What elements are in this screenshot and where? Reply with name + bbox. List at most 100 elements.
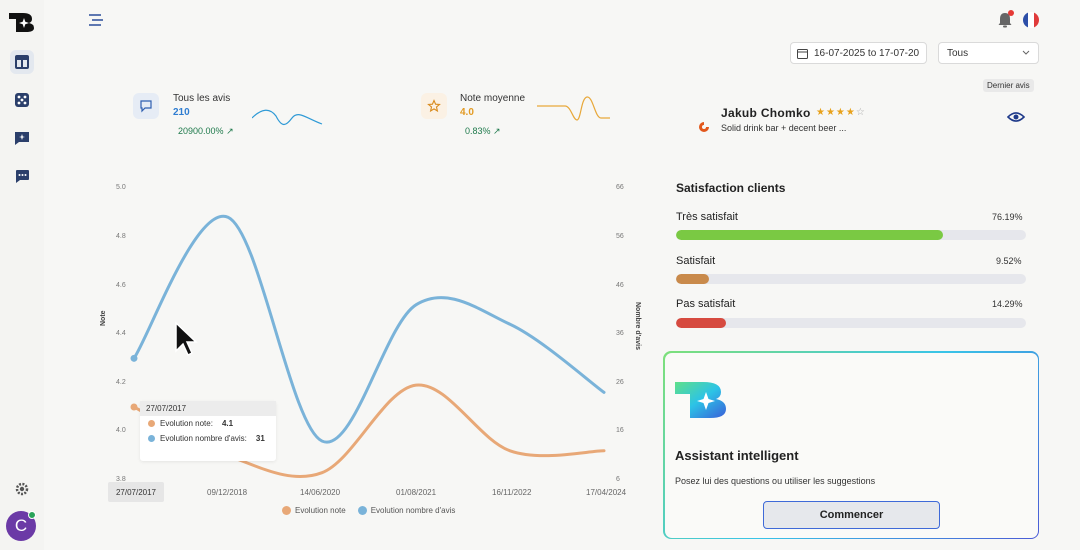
latest-review-badge: Dernier avis: [983, 79, 1034, 92]
satisfaction-pct-satisfied: 9.52%: [996, 256, 1022, 266]
message-icon: [140, 100, 152, 113]
y-tick-left: 4.4: [116, 330, 126, 337]
stars-filled: ★★★★: [816, 107, 856, 118]
platform-filter-select[interactable]: Tous: [938, 42, 1039, 64]
date-range-picker[interactable]: 16-07-2025 to 17-07-20: [790, 42, 927, 64]
bell-icon[interactable]: [996, 11, 1014, 29]
calendar-icon: [797, 48, 808, 59]
sidebar-item-messages[interactable]: [10, 164, 34, 188]
assistant-logo: [675, 382, 726, 418]
y-tick-right: 26: [616, 379, 624, 386]
menu-toggle-icon[interactable]: [88, 12, 104, 28]
tooltip-count-label: Evolution nombre d'avis:: [160, 434, 247, 443]
gear-icon: [15, 482, 29, 496]
sidebar-item-dashboard[interactable]: [10, 50, 34, 74]
satisfaction-label-satisfied: Satisfait: [676, 255, 716, 267]
language-flag-fr[interactable]: [1023, 12, 1039, 28]
x-tick-label: 16/11/2022: [492, 488, 532, 497]
sidebar-item-ai-replies[interactable]: [10, 126, 34, 150]
satisfaction-bar-very: [676, 230, 1026, 240]
tooltip-row-count: Evolution nombre d'avis: 31: [140, 431, 276, 446]
y-tick-right: 36: [616, 330, 624, 337]
y-tick-right: 66: [616, 184, 624, 191]
tooltip-date: 27/07/2017: [140, 401, 276, 416]
chevron-down-icon: [1022, 50, 1030, 55]
kpi-trend-reviews: 20900.00% ↗: [178, 126, 234, 137]
satisfaction-pct-very: 76.19%: [992, 212, 1023, 222]
data-point[interactable]: [130, 403, 138, 411]
x-tick-label: 09/12/2018: [207, 488, 248, 497]
kpi-title-rating: Note moyenne: [460, 93, 526, 104]
x-tick-label: 17/04/2024: [586, 488, 627, 497]
satisfaction-label-very: Très satisfait: [676, 211, 738, 223]
mouse-cursor-icon: [175, 321, 198, 357]
star-icon: [427, 99, 441, 113]
tooltip-count-value: 31: [255, 434, 265, 443]
y-tick-right: 46: [616, 282, 624, 289]
satisfaction-title: Satisfaction clients: [676, 181, 786, 195]
trend-up-icon: ↗: [493, 126, 501, 136]
satisfaction-label-unsatisfied: Pas satisfait: [676, 298, 736, 310]
y-tick-right: 56: [616, 233, 624, 240]
kpi-trend-rating: 0.83% ↗: [465, 126, 501, 137]
tooltip-row-note: Evolution note: 4.1: [140, 416, 276, 431]
kpi-value-reviews: 210: [173, 107, 190, 118]
satisfaction-fill-very: [676, 230, 943, 240]
sparkle-message-icon: [15, 132, 29, 145]
reviews-kpi-icon-wrap: [133, 93, 159, 119]
dice-icon: [15, 93, 29, 107]
sidebar-item-integrations[interactable]: [10, 88, 34, 112]
legend-item-note[interactable]: Evolution note: [282, 506, 346, 516]
online-status-dot: [28, 511, 36, 519]
y-tick-left: 4.6: [116, 282, 126, 289]
y-tick-left: 5.0: [116, 184, 126, 191]
legend-label-note: Evolution note: [295, 506, 346, 515]
date-range-value: 16-07-2025 to 17-07-20: [814, 47, 920, 59]
dashboard-icon: [15, 55, 29, 69]
y-axis-right-title: Nombre d'avis: [634, 302, 641, 350]
start-assistant-button[interactable]: Commencer: [763, 501, 940, 529]
y-tick-left: 4.8: [116, 233, 126, 240]
rating-sparkline: [537, 96, 610, 121]
y-tick-left: 4.0: [116, 427, 126, 434]
series-line-count: [132, 214, 606, 444]
reviews-sparkline: [252, 109, 323, 126]
sidebar-item-settings[interactable]: [10, 477, 34, 501]
user-avatar[interactable]: C: [6, 511, 36, 541]
satisfaction-fill-satisfied: [676, 274, 710, 284]
stars-empty: ☆: [855, 107, 866, 118]
satisfaction-fill-unsatisfied: [676, 318, 726, 328]
y-tick-left: 3.8: [116, 476, 126, 483]
assistant-subtitle: Posez lui des questions ou utiliser les …: [675, 476, 876, 486]
x-tick-label: 27/07/2017: [108, 482, 164, 502]
chat-icon: [16, 170, 29, 183]
tooltip-note-value: 4.1: [221, 419, 234, 428]
data-point[interactable]: [130, 354, 138, 362]
review-stars: ★★★★☆: [816, 107, 866, 118]
sidebar: C: [0, 0, 44, 550]
trend-up-icon: ↗: [226, 126, 234, 136]
kpi-title-reviews: Tous les avis: [173, 93, 231, 104]
assistant-title: Assistant intelligent: [675, 448, 799, 463]
review-source-icon: [699, 122, 709, 132]
notification-dot: [1008, 10, 1014, 16]
review-excerpt: Solid drink bar + decent beer ...: [721, 123, 847, 133]
satisfaction-bar-satisfied: [676, 274, 1026, 284]
app-logo[interactable]: [8, 11, 36, 33]
chart-tooltip: 27/07/2017 Evolution note: 4.1 Evolution …: [140, 401, 276, 461]
x-tick-label: 01/08/2021: [396, 488, 437, 497]
y-tick-right: 6: [616, 476, 620, 483]
tooltip-note-label: Evolution note:: [160, 419, 213, 428]
satisfaction-bar-unsatisfied: [676, 318, 1026, 328]
reviewer-name: Jakub Chomko: [721, 106, 811, 120]
legend-item-count[interactable]: Evolution nombre d'avis: [357, 506, 456, 516]
rating-kpi-icon-wrap: [421, 93, 447, 119]
kpi-trend-reviews-value: 20900.00%: [178, 126, 224, 136]
kpi-value-rating: 4.0: [460, 107, 474, 118]
x-tick-label: 14/06/2020: [300, 488, 341, 497]
platform-filter-value: Tous: [947, 47, 969, 59]
legend-label-count: Evolution nombre d'avis: [370, 506, 456, 515]
kpi-trend-rating-value: 0.83%: [465, 126, 491, 136]
eye-icon[interactable]: [1007, 110, 1025, 124]
y-tick-right: 16: [616, 427, 624, 434]
